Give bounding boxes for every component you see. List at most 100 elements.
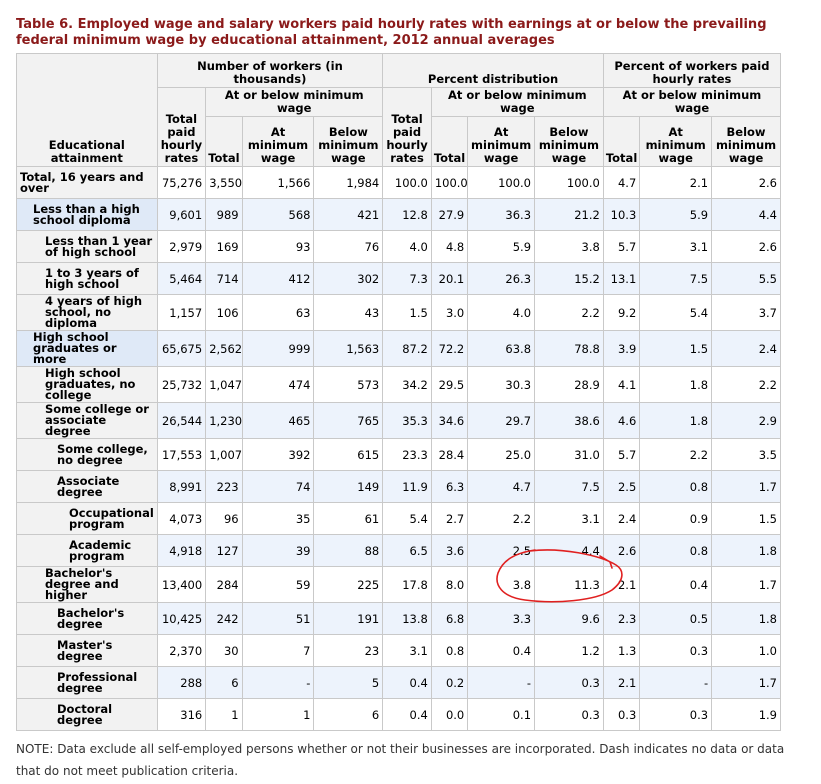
table-cell: 7.3 <box>382 262 432 295</box>
table-cell: 2.6 <box>711 230 781 263</box>
row-label: Less than a high school diploma <box>16 198 158 231</box>
table-cell: 2,370 <box>156 634 207 667</box>
table-cell: 1,007 <box>205 438 243 471</box>
table-cell: 38.6 <box>534 402 604 439</box>
table-cell: 10.3 <box>602 198 641 231</box>
table-cell: 0.8 <box>639 470 713 503</box>
table-cell: 2.4 <box>602 502 641 535</box>
table-cell: 0.4 <box>639 566 713 603</box>
total-header: Total <box>602 116 641 167</box>
table-cell: 1.7 <box>711 566 781 603</box>
table-cell: 1 <box>205 698 243 731</box>
row-label: Doctoral degree <box>16 698 158 731</box>
table-cell: 568 <box>241 198 315 231</box>
table-cell: 74 <box>241 470 315 503</box>
table-cell: 3,550 <box>205 166 243 199</box>
total-paid-hourly-header: Total paid hourly rates <box>156 87 207 167</box>
table-cell: 5.7 <box>602 230 641 263</box>
table-row: Master's degree 2,370 30 7 23 3.1 0.8 0.4 1.2 1.3… <box>16 634 781 667</box>
table-cell: 5,464 <box>156 262 207 295</box>
table-cell: 714 <box>205 262 243 295</box>
row-label: Some college or associate degree <box>16 402 158 439</box>
table-cell: 36.3 <box>467 198 536 231</box>
row-label: Professional degree <box>16 666 158 699</box>
table-row: High school graduates, no college 25,732 1… <box>16 366 781 403</box>
row-label: Some college, no degree <box>16 438 158 471</box>
table-cell: 0.0 <box>430 698 469 731</box>
table-row: High school graduates or more 65,675 2,562… <box>16 330 781 367</box>
table-cell: 4.4 <box>711 198 781 231</box>
table-cell: 0.4 <box>382 698 432 731</box>
table-row: Bachelor's degree and higher 13,400 284 59 2… <box>16 566 781 603</box>
table-cell: 1,566 <box>241 166 315 199</box>
row-label: Bachelor's degree <box>16 602 158 635</box>
total-header: Total <box>430 116 469 167</box>
table-cell: 4.7 <box>467 470 536 503</box>
table-cell: 34.2 <box>382 366 432 403</box>
table-cell: 7.5 <box>639 262 713 295</box>
table-cell: 1,047 <box>205 366 243 403</box>
table-cell: 28.4 <box>430 438 469 471</box>
table-row: Professional degree 288 6-5 0.4 0.2-0.3 2.1-1… <box>16 666 781 699</box>
table-cell: 4.0 <box>382 230 432 263</box>
group-header-percent-paid: Percent of workers paid hourly rates <box>602 53 782 88</box>
table-cell: 9.2 <box>602 294 641 331</box>
table-cell: 0.9 <box>639 502 713 535</box>
table-cell: 0.3 <box>534 666 604 699</box>
table-cell: 1,984 <box>313 166 384 199</box>
below-minimum-wage-header: Below minimum wage <box>313 116 384 167</box>
table-cell: 63.8 <box>467 330 536 367</box>
table-cell: 242 <box>205 602 243 635</box>
at-or-below-header: At or below minimum wage <box>205 87 384 117</box>
table-cell: 35 <box>241 502 315 535</box>
table-cell: 78.8 <box>534 330 604 367</box>
table-cell: 1.8 <box>639 402 713 439</box>
table-cell: 3.0 <box>430 294 469 331</box>
table-cell: 28.9 <box>534 366 604 403</box>
table-cell: 1.7 <box>711 470 781 503</box>
table-cell: 4.6 <box>602 402 641 439</box>
table-cell: 5.4 <box>639 294 713 331</box>
table-cell: 26,544 <box>156 402 207 439</box>
table-cell: 27.9 <box>430 198 469 231</box>
table-cell: 6.8 <box>430 602 469 635</box>
table-cell: 1.5 <box>382 294 432 331</box>
row-label: Bachelor's degree and higher <box>16 566 158 603</box>
table-row: Doctoral degree 316 1 1 6 0.4 0.0 0.1 0.3 0.3 0.3 1… <box>16 698 781 731</box>
total-paid-hourly-header: Total paid hourly rates <box>382 87 432 167</box>
table-row: Some college or associate degree 26,544 1,… <box>16 402 781 439</box>
table-cell: 93 <box>241 230 315 263</box>
total-header: Total <box>205 116 243 167</box>
table-cell: 100.0 <box>382 166 432 199</box>
table-cell: 2.1 <box>602 666 641 699</box>
table-cell: 11.9 <box>382 470 432 503</box>
table-cell: 284 <box>205 566 243 603</box>
table-cell: 5.5 <box>711 262 781 295</box>
table-cell: 1.3 <box>602 634 641 667</box>
table-cell: 6.5 <box>382 534 432 567</box>
table-cell: 1,157 <box>156 294 207 331</box>
table-cell: 765 <box>313 402 384 439</box>
table-cell: 9.6 <box>534 602 604 635</box>
table-cell: 149 <box>313 470 384 503</box>
row-label: Total, 16 years and over <box>16 166 158 199</box>
table-cell: 225 <box>313 566 384 603</box>
table-cell: 1.8 <box>711 602 781 635</box>
table-cell: 421 <box>313 198 384 231</box>
table-cell: 2.7 <box>430 502 469 535</box>
table-cell: 35.3 <box>382 402 432 439</box>
table-cell: 1.7 <box>711 666 781 699</box>
table-cell: 0.3 <box>639 698 713 731</box>
table-cell: 30.3 <box>467 366 536 403</box>
table-cell: 392 <box>241 438 315 471</box>
table-cell: 1.2 <box>534 634 604 667</box>
group-header-number: Number of workers (in thousands) <box>156 53 384 88</box>
table-cell: 127 <box>205 534 243 567</box>
table-cell: 4.1 <box>602 366 641 403</box>
table-cell: 0.4 <box>467 634 536 667</box>
row-label: Less than 1 year of high school <box>16 230 158 263</box>
table-cell: 2.5 <box>467 534 536 567</box>
table-cell: 1.8 <box>639 366 713 403</box>
table-cell: 474 <box>241 366 315 403</box>
at-or-below-header: At or below minimum wage <box>602 87 782 117</box>
